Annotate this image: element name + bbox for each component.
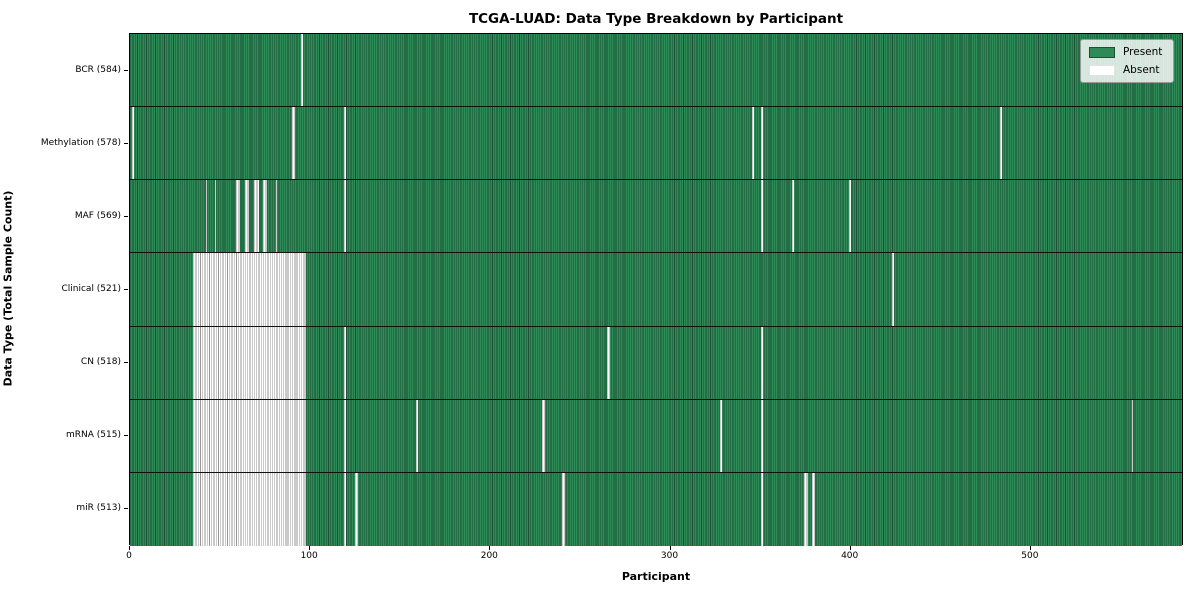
absent-segment <box>236 180 240 253</box>
plot-area: Present Absent <box>129 33 1183 546</box>
legend-label-present: Present <box>1123 46 1163 58</box>
x-tick-mark <box>129 546 130 550</box>
heatmap-row-bcr <box>130 34 1182 108</box>
heatmap-row-methylation <box>130 107 1182 181</box>
absent-segment <box>804 472 808 546</box>
absent-segment <box>811 472 816 546</box>
absent-segment <box>752 107 754 180</box>
absent-segment <box>761 472 763 546</box>
y-tick-mark <box>124 142 128 144</box>
absent-segment <box>245 180 249 253</box>
x-tick-mark <box>309 546 311 550</box>
x-tick-mark <box>1029 546 1031 550</box>
absent-segment <box>192 326 307 399</box>
y-tick-mark <box>124 69 128 71</box>
absent-segment <box>541 399 546 472</box>
y-tick-label-mir: miR (513) <box>76 503 121 514</box>
absent-segment <box>354 472 359 546</box>
absent-segment <box>761 326 763 399</box>
present-swatch-icon <box>1089 46 1115 58</box>
present-cells-bcr <box>130 34 1182 107</box>
heatmap-row-mir <box>130 472 1182 546</box>
x-tick-label-100: 100 <box>300 551 318 561</box>
y-tick-mark <box>124 362 128 364</box>
y-tick-mark <box>124 435 128 437</box>
heatmap-row-maf <box>130 180 1182 254</box>
absent-segment <box>343 180 346 253</box>
heatmap-row-cn <box>130 326 1182 400</box>
absent-segment <box>300 34 303 107</box>
absent-segment <box>291 107 296 180</box>
x-tick-mark <box>669 546 671 550</box>
absent-segment <box>205 180 208 253</box>
y-tick-mark <box>124 508 128 510</box>
absent-segment <box>1000 107 1003 180</box>
x-tick-mark <box>489 546 491 550</box>
x-tick-mark <box>849 546 851 550</box>
legend-item-absent: Absent <box>1089 64 1165 76</box>
y-tick-mark <box>124 289 128 290</box>
absent-segment <box>343 107 346 180</box>
absent-segment <box>343 472 346 546</box>
absent-segment <box>561 472 566 546</box>
x-axis-label: Participant <box>621 570 691 583</box>
absent-segment <box>263 180 267 253</box>
y-tick-label-bcr: BCR (584) <box>75 64 121 75</box>
y-tick-mark <box>124 215 128 217</box>
absent-segment <box>214 180 217 253</box>
absent-segment <box>343 399 346 472</box>
y-tick-label-methylation: Methylation (578) <box>40 137 121 148</box>
rows-container <box>130 34 1182 546</box>
absent-segment <box>761 180 763 253</box>
heatmap-row-clinical <box>130 253 1182 327</box>
absent-segment <box>606 326 611 399</box>
present-cells-methylation <box>130 107 1182 180</box>
legend-item-present: Present <box>1089 46 1165 58</box>
x-tick-label-500: 500 <box>1021 551 1039 561</box>
y-tick-label-clinical: Clinical (521) <box>61 284 121 294</box>
absent-segment <box>343 326 346 399</box>
absent-segment <box>415 399 418 472</box>
chart-title: TCGA-LUAD: Data Type Breakdown by Partic… <box>468 11 844 27</box>
absent-segment <box>791 180 794 253</box>
absent-segment <box>761 399 763 472</box>
absent-segment <box>849 180 852 253</box>
legend: Present Absent <box>1080 39 1174 83</box>
absent-segment <box>761 107 763 180</box>
absent-segment <box>192 399 307 472</box>
legend-label-absent: Absent <box>1123 64 1160 76</box>
x-tick-label-0: 0 <box>126 551 132 561</box>
absent-segment <box>892 253 895 326</box>
y-tick-label-maf: MAF (569) <box>74 210 121 221</box>
x-tick-label-400: 400 <box>841 551 859 561</box>
absent-segment <box>275 180 278 253</box>
x-tick-label-200: 200 <box>480 551 498 561</box>
y-tick-label-mrna: mRNA (515) <box>66 430 121 441</box>
absent-segment <box>192 472 307 546</box>
absent-segment <box>1131 399 1134 472</box>
x-tick-label-300: 300 <box>660 551 679 561</box>
absent-segment <box>192 253 307 326</box>
absent-swatch-icon <box>1089 64 1115 76</box>
absent-segment <box>131 107 134 180</box>
y-tick-label-cn: CN (518) <box>80 357 121 368</box>
present-cells-maf <box>130 180 1182 253</box>
absent-segment <box>719 399 722 472</box>
heatmap-row-mrna <box>130 399 1182 473</box>
absent-segment <box>254 180 260 253</box>
